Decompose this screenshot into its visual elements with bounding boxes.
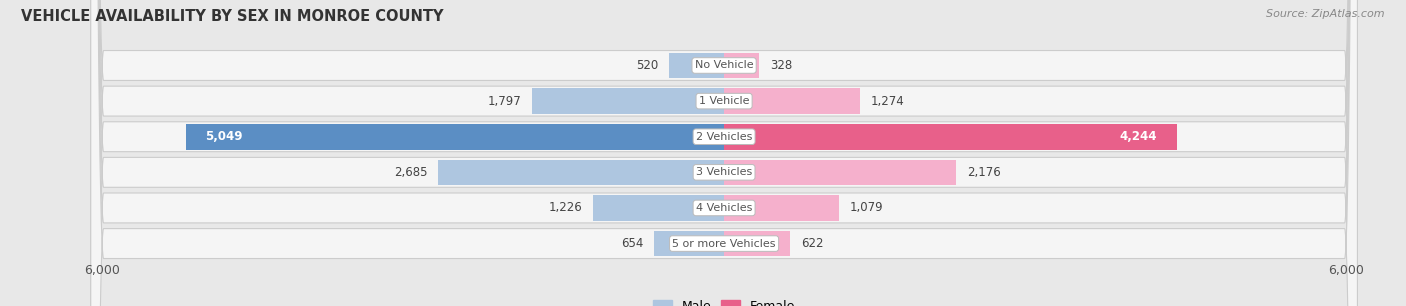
Bar	[724, 88, 860, 114]
Text: 5,049: 5,049	[205, 130, 242, 143]
Text: 6,000: 6,000	[1327, 263, 1364, 277]
Bar	[533, 88, 724, 114]
Bar	[437, 159, 724, 185]
Text: 2 Vehicles: 2 Vehicles	[696, 132, 752, 142]
Bar	[724, 159, 956, 185]
Bar	[593, 195, 724, 221]
Bar	[724, 124, 1177, 150]
Text: 6,000: 6,000	[84, 263, 121, 277]
Bar	[186, 124, 724, 150]
Text: 3 Vehicles: 3 Vehicles	[696, 167, 752, 177]
Text: 1,797: 1,797	[488, 95, 522, 108]
Text: 4 Vehicles: 4 Vehicles	[696, 203, 752, 213]
Text: 1,079: 1,079	[849, 201, 883, 215]
Text: 5 or more Vehicles: 5 or more Vehicles	[672, 239, 776, 248]
Text: 520: 520	[636, 59, 658, 72]
FancyBboxPatch shape	[91, 0, 1357, 306]
FancyBboxPatch shape	[91, 0, 1357, 306]
Bar	[724, 53, 759, 78]
Text: 328: 328	[769, 59, 792, 72]
Text: 4,244: 4,244	[1121, 130, 1157, 143]
FancyBboxPatch shape	[91, 0, 1357, 306]
FancyBboxPatch shape	[91, 0, 1357, 306]
Text: 622: 622	[801, 237, 824, 250]
Bar	[724, 231, 790, 256]
FancyBboxPatch shape	[91, 0, 1357, 306]
FancyBboxPatch shape	[91, 0, 1357, 306]
Text: 1,274: 1,274	[870, 95, 904, 108]
Text: 1 Vehicle: 1 Vehicle	[699, 96, 749, 106]
Bar	[654, 231, 724, 256]
Bar	[669, 53, 724, 78]
Legend: Male, Female: Male, Female	[648, 295, 800, 306]
Text: 1,226: 1,226	[548, 201, 582, 215]
Text: VEHICLE AVAILABILITY BY SEX IN MONROE COUNTY: VEHICLE AVAILABILITY BY SEX IN MONROE CO…	[21, 9, 443, 24]
Text: 2,176: 2,176	[967, 166, 1001, 179]
Text: Source: ZipAtlas.com: Source: ZipAtlas.com	[1267, 9, 1385, 19]
Text: 654: 654	[621, 237, 644, 250]
Text: 2,685: 2,685	[394, 166, 427, 179]
Bar	[724, 195, 839, 221]
Text: No Vehicle: No Vehicle	[695, 61, 754, 70]
